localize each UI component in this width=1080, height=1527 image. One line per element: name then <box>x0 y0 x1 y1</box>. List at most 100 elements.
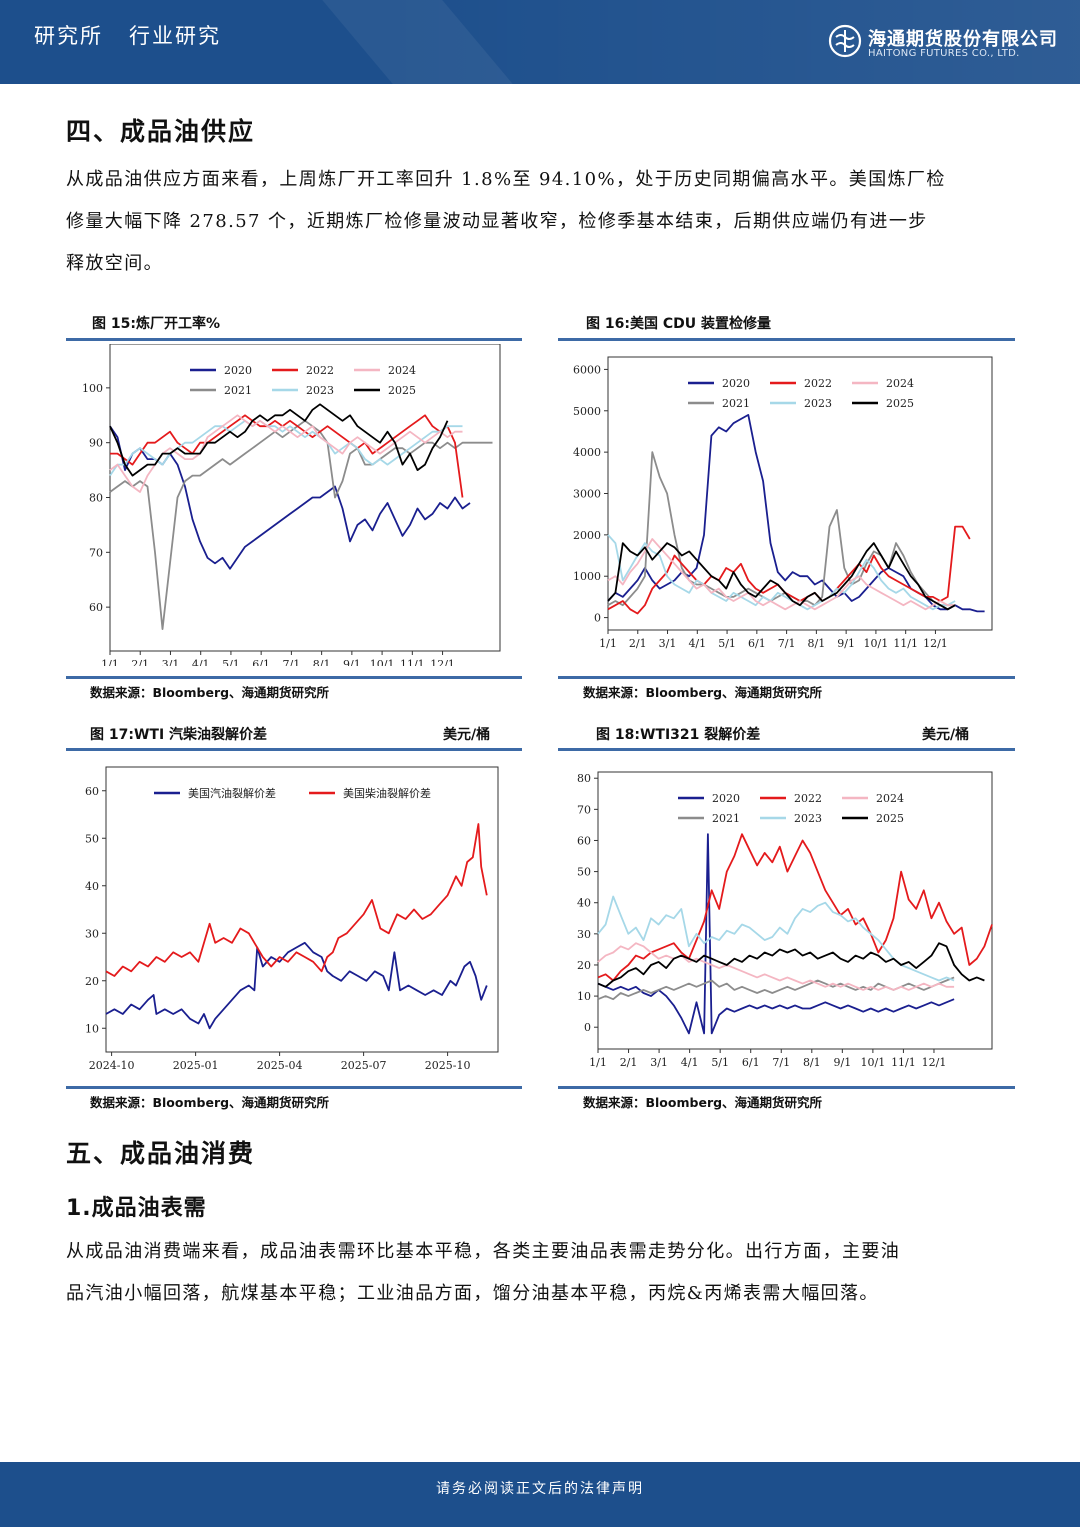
header-labels: 研究所 行业研究 <box>34 20 247 50</box>
chart17-source: 数据来源：Bloomberg、海通期货研究所 <box>90 1095 330 1110</box>
y-tick-label: 10 <box>577 990 591 1003</box>
x-tick-label: 3/1 <box>659 637 677 650</box>
chart18-source: 数据来源：Bloomberg、海通期货研究所 <box>583 1095 823 1110</box>
section4-line-3: 释放空间。 <box>66 253 163 274</box>
company-logo-icon <box>828 24 862 58</box>
chart18-bottom-rule <box>558 1086 1015 1089</box>
legend-label: 2021 <box>722 397 750 410</box>
legend-label: 2023 <box>804 397 832 410</box>
x-tick-label: 10/1 <box>864 637 889 650</box>
x-tick-label: 12/1 <box>923 637 948 650</box>
series-line-2024 <box>597 942 955 991</box>
y-tick-label: 40 <box>577 897 591 910</box>
section5-line-2: 品汽油小幅回落，航煤基本平稳；工业油品方面，馏分油基本平稳，丙烷&丙烯表需大幅回… <box>66 1283 879 1304</box>
y-tick-label: 20 <box>577 959 591 972</box>
chart17-wti-crack-spread: 10 20 30 40 50 60 2024-10 2025-01 2025-04 2025-07… <box>85 766 499 1072</box>
brand-name-cn: 海通期货股份有限公司 <box>868 29 1058 50</box>
y-tick-label: 20 <box>85 975 99 988</box>
legend-label: 2022 <box>794 792 822 805</box>
x-tick-label: 6/1 <box>748 637 766 650</box>
x-tick-label: 3/1 <box>162 658 180 666</box>
y-tick-label: 5000 <box>573 405 601 418</box>
y-tick-label: 100 <box>82 382 103 395</box>
header-dept: 研究所 <box>34 24 103 48</box>
x-tick-label: 8/1 <box>803 1056 821 1069</box>
legend-label: 2022 <box>306 364 334 377</box>
y-tick-label: 0 <box>584 1021 591 1034</box>
chart15-top-rule <box>66 338 522 341</box>
series-line-2024 <box>109 414 463 493</box>
chart16-source: 数据来源：Bloomberg、海通期货研究所 <box>583 685 823 700</box>
x-tick-label: 2/1 <box>620 1056 638 1069</box>
legend-label: 2021 <box>224 384 252 397</box>
y-tick-label: 80 <box>577 772 591 785</box>
series-line-美国柴油裂解价差 <box>105 823 488 977</box>
y-tick-label: 60 <box>577 834 591 847</box>
series-line-2021 <box>109 419 493 630</box>
series-line-2023 <box>607 534 956 611</box>
legend-label: 美国柴油裂解价差 <box>343 786 431 800</box>
y-tick-label: 40 <box>85 880 99 893</box>
chart17-top-rule <box>66 748 522 751</box>
legend-label: 2020 <box>224 364 252 377</box>
legend-label: 2023 <box>306 384 334 397</box>
x-tick-label: 6/1 <box>742 1056 760 1069</box>
y-tick-label: 50 <box>85 832 99 845</box>
chart15-bottom-rule <box>66 676 522 679</box>
chart15-title: 图 15:炼厂开工率% <box>92 316 220 332</box>
chart17-title: 图 17:WTI 汽柴油裂解价差 <box>90 727 268 743</box>
section4-line-1: 从成品油供应方面来看，上周炼厂开工率回升 1.8%至 94.10%，处于历史同期… <box>66 169 946 190</box>
y-tick-label: 70 <box>577 803 591 816</box>
y-tick-label: 60 <box>85 785 99 798</box>
x-tick-label: 3/1 <box>650 1056 668 1069</box>
x-tick-label: 5/1 <box>711 1056 729 1069</box>
x-tick-label: 11/1 <box>893 637 918 650</box>
chart18-top-rule <box>558 748 1015 751</box>
chart18-wti321-crack-spread: 0 10 20 30 40 50 60 70 80 1/1 2/1 3/1 4/1 5/1 6/1 7/1 8/… <box>577 771 993 1069</box>
x-tick-label: 2025-04 <box>257 1059 303 1072</box>
chart17-bottom-rule <box>66 1086 522 1089</box>
y-tick-label: 70 <box>89 546 103 559</box>
x-tick-label: 2025-07 <box>341 1059 387 1072</box>
header-band <box>380 0 1080 84</box>
x-tick-label: 11/1 <box>400 658 425 666</box>
section4-title: 四、成品油供应 <box>66 117 256 146</box>
x-tick-label: 9/1 <box>837 637 855 650</box>
section4-line-2: 修量大幅下降 278.57 个，近期炼厂检修量波动显著收窄，检修季基本结束，后期… <box>66 211 928 232</box>
x-tick-label: 5/1 <box>718 637 736 650</box>
y-tick-label: 6000 <box>573 363 601 376</box>
x-tick-label: 9/1 <box>833 1056 851 1069</box>
legend-label: 2020 <box>722 377 750 390</box>
chart17-unit: 美元/桶 <box>443 727 491 743</box>
chart16-title: 图 16:美国 CDU 装置检修量 <box>586 316 771 332</box>
x-tick-label: 7/1 <box>778 637 796 650</box>
chart15-refinery-utilization: 60 70 80 90 100 1/1 2/1 3/1 4/1 5/1 6/1 7/1 8/1 9/1 10… <box>82 344 501 666</box>
series-line-2022 <box>597 833 993 982</box>
y-tick-label: 80 <box>89 492 103 505</box>
x-tick-label: 12/1 <box>430 658 455 666</box>
y-tick-label: 90 <box>89 437 103 450</box>
chart18-title: 图 18:WTI321 裂解价差 <box>596 727 761 743</box>
brand-name-en: HAITONG FUTURES CO., LTD. <box>868 48 1020 59</box>
chart18-unit: 美元/桶 <box>922 727 970 743</box>
x-tick-label: 8/1 <box>808 637 826 650</box>
x-tick-label: 2/1 <box>131 658 149 666</box>
header-section: 行业研究 <box>129 24 221 48</box>
x-tick-label: 2025-01 <box>173 1059 219 1072</box>
x-tick-label: 7/1 <box>772 1056 790 1069</box>
x-tick-label: 7/1 <box>283 658 301 666</box>
series-line-美国汽油裂解价差 <box>105 941 488 1030</box>
legend-label: 美国汽油裂解价差 <box>188 786 276 800</box>
x-tick-label: 1/1 <box>589 1056 607 1069</box>
chart15-source: 数据来源：Bloomberg、海通期货研究所 <box>90 685 330 700</box>
legend-label: 2025 <box>886 397 914 410</box>
section5-line-1: 从成品油消费端来看，成品油表需环比基本平稳，各类主要油品表需走势分化。出行方面，… <box>66 1241 901 1262</box>
y-tick-label: 30 <box>577 928 591 941</box>
series-line-2022 <box>110 414 464 498</box>
series-line-2022 <box>607 525 971 615</box>
chart16-bottom-rule <box>558 676 1015 679</box>
x-tick-label: 2/1 <box>629 637 647 650</box>
plot-frame <box>597 771 993 1050</box>
legend-label: 2020 <box>712 792 740 805</box>
series-line-2025 <box>109 403 449 477</box>
